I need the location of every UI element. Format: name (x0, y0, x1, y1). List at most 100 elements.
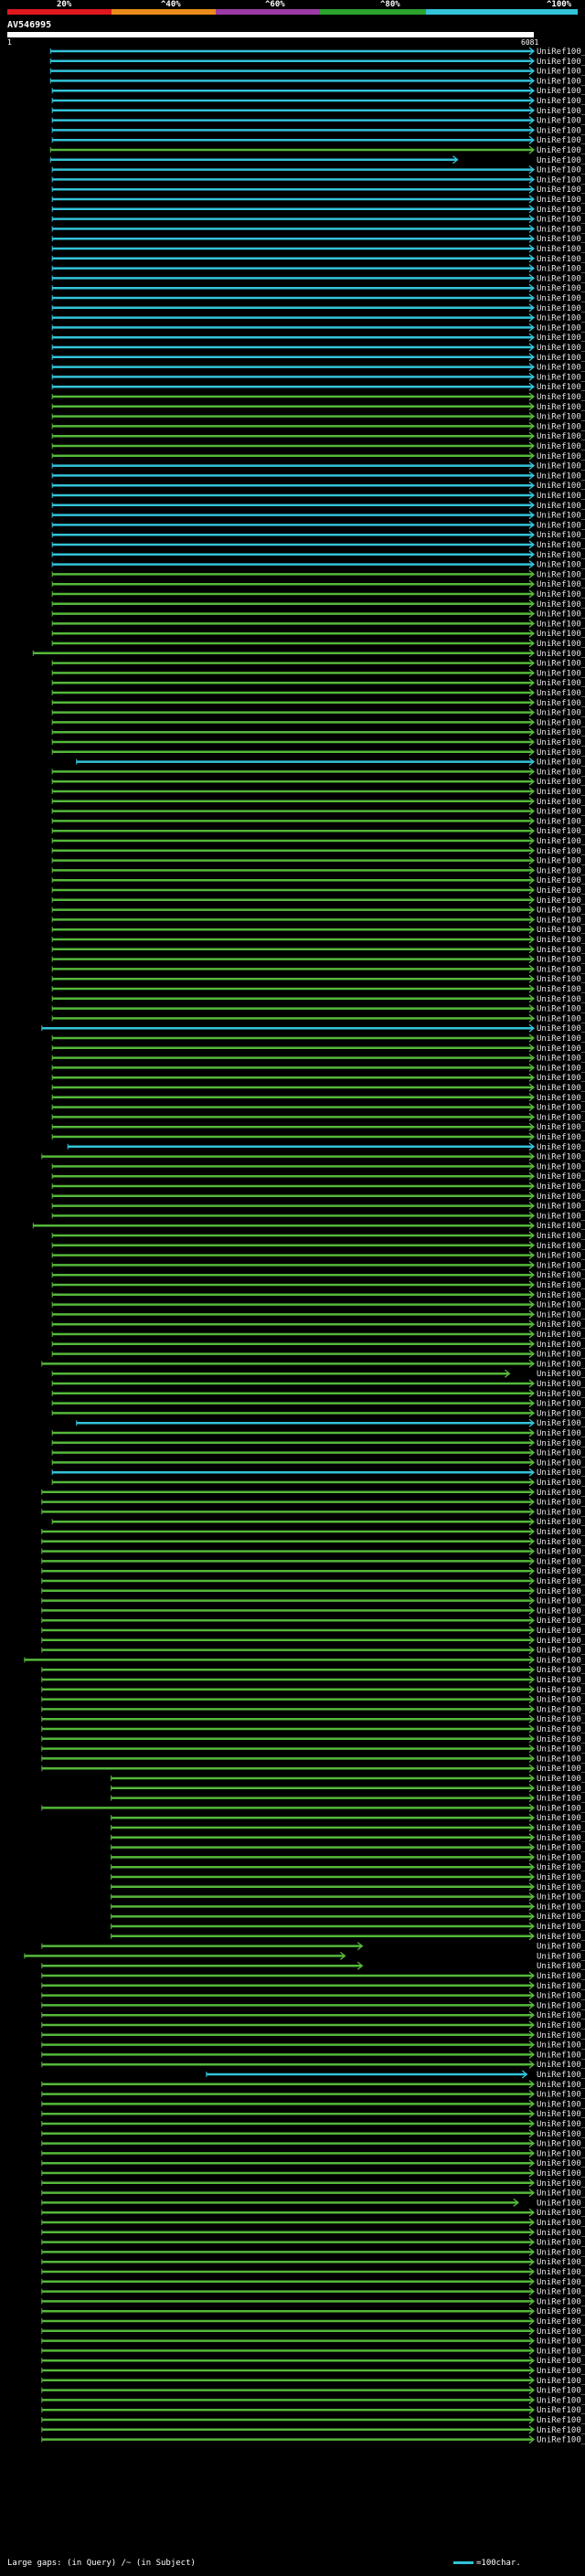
hit-accession[interactable]: UniRef100_Q2GQ64 (537, 432, 585, 441)
hit-accession[interactable]: UniRef100_B5FXZ9 (537, 235, 585, 244)
hit-accession[interactable]: UniRef100_C3ZUB0 (537, 1104, 585, 1113)
hit-accession[interactable]: UniRef100_UP1000.. (537, 1360, 585, 1369)
hit-accession[interactable]: UniRef100_Q5UD15 (537, 1024, 585, 1034)
hit-accession[interactable]: UniRef100_B4P8D3 (537, 2219, 585, 2228)
hit-accession[interactable]: UniRef100_A7ANQ7 (537, 1182, 585, 1192)
hit-accession[interactable]: UniRef100_A3LTV5 (537, 383, 585, 392)
hit-accession[interactable]: UniRef100_Q4XV08 (537, 2041, 585, 2051)
hit-accession[interactable]: UniRef100_B8P3Z8 (537, 1143, 585, 1152)
hit-accession[interactable]: UniRef100_Q5CEF6 (537, 1923, 585, 1932)
hit-accession[interactable]: UniRef100_B4GY38 (537, 1310, 585, 1320)
hit-accession[interactable]: UniRef100_A4HFQ1 (537, 1400, 585, 1409)
hit-accession[interactable]: UniRef100_A4S1L1 (537, 186, 585, 195)
hit-accession[interactable]: UniRef100_UP1000.. (537, 492, 585, 501)
hit-accession[interactable]: UniRef100_A7TGC9 (537, 798, 585, 807)
hit-accession[interactable]: UniRef100_A8X4Q2 (537, 570, 585, 579)
hit-accession[interactable]: UniRef100_B6HU83 (537, 699, 585, 708)
hit-accession[interactable]: UniRef100_Q20009 (537, 1883, 585, 1892)
hit-accession[interactable]: UniRef100_C4M759 (537, 2001, 585, 2010)
hit-accession[interactable]: UniRef100_A7EV80 (537, 936, 585, 945)
hit-accession[interactable]: UniRef100_Q6C224 (537, 1281, 585, 1290)
hit-accession[interactable]: UniRef100_B9WZB4 (537, 2416, 585, 2425)
hit-accession[interactable]: UniRef100_UP1000.. (537, 245, 585, 254)
hit-accession[interactable]: UniRef100_Q17GS0 (537, 1775, 585, 1784)
hit-accession[interactable]: UniRef100_Q23KM3 (537, 1499, 585, 1508)
hit-accession[interactable]: UniRef100_B3L222 (537, 2189, 585, 2199)
hit-accession[interactable]: UniRef100_B0WHJ8 (537, 1824, 585, 1833)
hit-accession[interactable]: UniRef100_A2D1E5 (537, 1597, 585, 1606)
hit-accession[interactable]: UniRef100_B9GJK2 (537, 1834, 585, 1843)
hit-accession[interactable]: UniRef100_B0X124 (537, 1943, 585, 1952)
hit-accession[interactable]: UniRef100_A7TLF0 (537, 946, 585, 955)
hit-accession[interactable]: UniRef100_A5K0Y5 (537, 2199, 585, 2208)
hit-accession[interactable]: UniRef100_Q4U793 (537, 1637, 585, 1646)
hit-accession[interactable]: UniRef100_A4K8S6 (537, 1647, 585, 1656)
hit-accession[interactable]: UniRef100_Q9U4E0 (537, 442, 585, 451)
hit-accession[interactable]: UniRef100_Q29KD0 (537, 1301, 585, 1310)
hit-accession[interactable]: UniRef100_C5SL41 (537, 1113, 585, 1122)
hit-accession[interactable]: UniRef100_Q0ZBX6 (537, 1528, 585, 1537)
hit-accession[interactable]: UniRef100_A0BJ57 (537, 2436, 585, 2445)
hit-accession[interactable]: UniRef100_C5NZB4 (537, 916, 585, 925)
hit-accession[interactable]: UniRef100_Q7YZV0 (537, 1489, 585, 1498)
hit-accession[interactable]: UniRef100_A7SMT4 (537, 1449, 585, 1458)
hit-accession[interactable]: UniRef100_A1EY15 (537, 2387, 585, 2396)
hit-accession[interactable]: UniRef100_UP1000.. (537, 364, 585, 373)
hit-accession[interactable]: UniRef100_B9KZN7 (537, 2367, 585, 2376)
hit-accession[interactable]: UniRef100_B0CCE4 (537, 2307, 585, 2316)
hit-accession[interactable]: UniRef100_P38776 (537, 640, 585, 649)
hit-accession[interactable]: UniRef100_B8BCB7 (537, 926, 585, 935)
hit-accession[interactable]: UniRef100_A8BH31 (537, 1468, 585, 1478)
hit-accession[interactable]: UniRef100_B1N2H1 (537, 2011, 585, 2020)
hit-accession[interactable]: UniRef100_Q4XCM0 (537, 2051, 585, 2060)
hit-accession[interactable]: UniRef100_C5Y7D2 (537, 413, 585, 422)
hit-accession[interactable]: UniRef100_Q7RKM5 (537, 1676, 585, 1685)
hit-accession[interactable]: UniRef100_Q6BY88 (537, 778, 585, 787)
hit-accession[interactable]: UniRef100_Q2N176 (537, 1873, 585, 1882)
hit-accession[interactable]: UniRef100_B9GFY9 (537, 1853, 585, 1862)
hit-accession[interactable]: UniRef100_B7G9J0 (537, 1606, 585, 1616)
hit-accession[interactable]: UniRef100_B6KN24 (537, 2357, 585, 2366)
hit-accession[interactable]: UniRef100_Q9Y147 (537, 1271, 585, 1280)
hit-accession[interactable]: UniRef100_Q2VT97 (537, 551, 585, 560)
hit-accession[interactable]: UniRef100_C5E8F4 (537, 718, 585, 727)
hit-accession[interactable]: UniRef100_Q3ZBH0 (537, 512, 585, 521)
hit-accession[interactable]: UniRef100_UP1000.. (537, 344, 585, 353)
hit-accession[interactable]: UniRef100_B4FZY2 (537, 1261, 585, 1270)
hit-accession[interactable]: UniRef100_A9V3N2 (537, 1380, 585, 1389)
hit-accession[interactable]: UniRef100_Q6FV28 (537, 1094, 585, 1103)
hit-accession[interactable]: UniRef100_Q940P8 (537, 48, 585, 57)
hit-accession[interactable]: UniRef100_B6TBX5 (537, 97, 585, 106)
hit-accession[interactable]: UniRef100_C4R0C3 (537, 1203, 585, 1212)
hit-accession[interactable]: UniRef100_B0X0X3 (537, 1952, 585, 1961)
hit-accession[interactable]: UniRef100_Q7RN16 (537, 2278, 585, 2287)
hit-accession[interactable]: UniRef100_B6KC79 (537, 2248, 585, 2257)
hit-accession[interactable]: UniRef100_Q9SZ91 (537, 866, 585, 875)
hit-accession[interactable]: UniRef100_C6KSY9 (537, 1557, 585, 1566)
hit-accession[interactable]: UniRef100_Q23PL1 (537, 1725, 585, 1734)
hit-accession[interactable]: UniRef100_B4PMW7 (537, 2091, 585, 2100)
hit-accession[interactable]: UniRef100_A7MMP7 (537, 274, 585, 283)
hit-accession[interactable]: UniRef100_P12811 (537, 2110, 585, 2119)
hit-accession[interactable]: UniRef100_Q7S465 (537, 323, 585, 333)
hit-accession[interactable]: UniRef100_A8HQ74 (537, 2159, 585, 2168)
hit-accession[interactable]: UniRef100_Q4DKN0 (537, 1222, 585, 1231)
hit-accession[interactable]: UniRef100_UP1000.. (537, 216, 585, 225)
hit-accession[interactable]: UniRef100_Q6GHR6 (537, 1933, 585, 1942)
hit-accession[interactable]: UniRef100_Q6BFS8 (537, 1982, 585, 1991)
hit-accession[interactable]: UniRef100_B3MZK0 (537, 1162, 585, 1171)
hit-accession[interactable]: UniRef100_A4QZM0 (537, 808, 585, 817)
hit-accession[interactable]: UniRef100_Q8I143 (537, 2169, 585, 2178)
hit-accession[interactable]: UniRef100_A7S9T1 (537, 975, 585, 984)
hit-accession[interactable]: UniRef100_UP1000.. (537, 354, 585, 363)
hit-accession[interactable]: UniRef100_B9FP38 (537, 1844, 585, 1853)
hit-accession[interactable]: UniRef100_B0X0K9 (537, 1972, 585, 1981)
hit-accession[interactable]: UniRef100_A2F5C9 (537, 1804, 585, 1813)
hit-accession[interactable]: UniRef100_A9RT39 (537, 126, 585, 135)
hit-accession[interactable]: UniRef100_Q2N199 (537, 1903, 585, 1912)
hit-accession[interactable]: UniRef100_A0DJH3 (537, 1351, 585, 1360)
hit-accession[interactable]: UniRef100_Q8IE24 (537, 1656, 585, 1665)
hit-accession[interactable]: UniRef100_Q6DIK2 (537, 255, 585, 264)
hit-accession[interactable]: UniRef100_A7VN71 (537, 1754, 585, 1764)
hit-accession[interactable]: UniRef100_A5K4Y1 (537, 2377, 585, 2386)
